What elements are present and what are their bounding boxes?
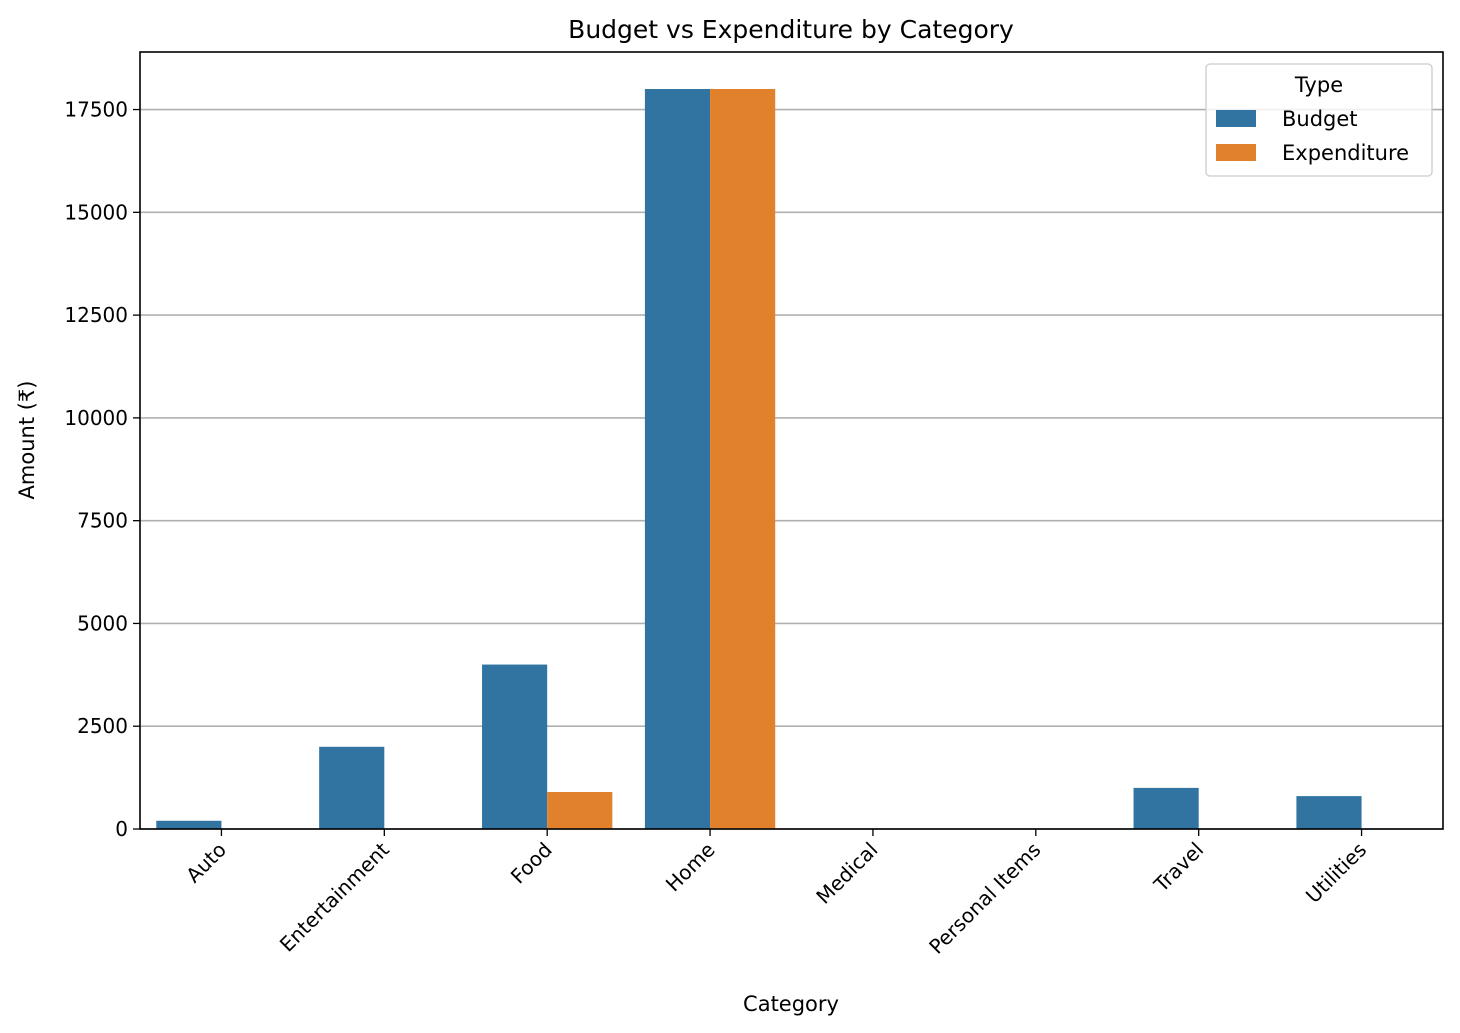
y-tick-label: 5000 — [77, 611, 128, 635]
legend-swatch-budget — [1216, 110, 1256, 127]
x-tick-label: Medical — [811, 838, 882, 909]
bar-budget-auto — [156, 820, 222, 829]
y-tick-label: 12500 — [64, 303, 128, 327]
bar-budget-home — [644, 89, 711, 829]
bar-budget-utilities — [1296, 796, 1362, 829]
legend-label-budget: Budget — [1282, 107, 1358, 131]
bar-expenditure-food — [547, 792, 613, 829]
y-tick-label: 2500 — [77, 714, 128, 738]
x-tick-label: Utilities — [1301, 838, 1371, 908]
legend-label-expenditure: Expenditure — [1282, 141, 1409, 165]
y-axis-ticks: 0 2500 5000 7500 10000 12500 15000 17500 — [64, 98, 140, 841]
y-axis-label: Amount (₹) — [15, 381, 39, 500]
bar-budget-entertainment — [319, 746, 385, 829]
x-tick-label: Travel — [1149, 838, 1209, 898]
x-tick-label: Personal Items — [924, 838, 1045, 959]
chart-title: Budget vs Expenditure by Category — [568, 15, 1014, 44]
x-tick-label: Food — [506, 838, 557, 889]
x-axis-label: Category — [743, 992, 839, 1016]
y-tick-label: 0 — [115, 817, 128, 841]
y-tick-label: 15000 — [64, 200, 128, 224]
x-tick-label: Entertainment — [275, 837, 394, 956]
bars — [156, 89, 1362, 829]
legend: Type Budget Expenditure — [1205, 63, 1433, 177]
gridlines — [140, 108, 1443, 830]
bar-budget-food — [482, 664, 548, 829]
bar-expenditure-home — [710, 89, 776, 829]
y-tick-label: 17500 — [64, 98, 128, 122]
y-tick-label: 10000 — [64, 406, 128, 430]
legend-title: Type — [1294, 73, 1343, 97]
bar-budget-travel — [1133, 787, 1199, 829]
x-tick-label: Home — [661, 838, 720, 897]
plot-frame — [139, 51, 1444, 830]
legend-swatch-expenditure — [1216, 144, 1256, 161]
y-tick-label: 7500 — [77, 509, 128, 533]
x-tick-label: Auto — [181, 838, 231, 888]
legend-box — [1205, 63, 1433, 177]
x-axis-ticks: Auto Entertainment Food Home Medical Personal… — [181, 829, 1371, 959]
